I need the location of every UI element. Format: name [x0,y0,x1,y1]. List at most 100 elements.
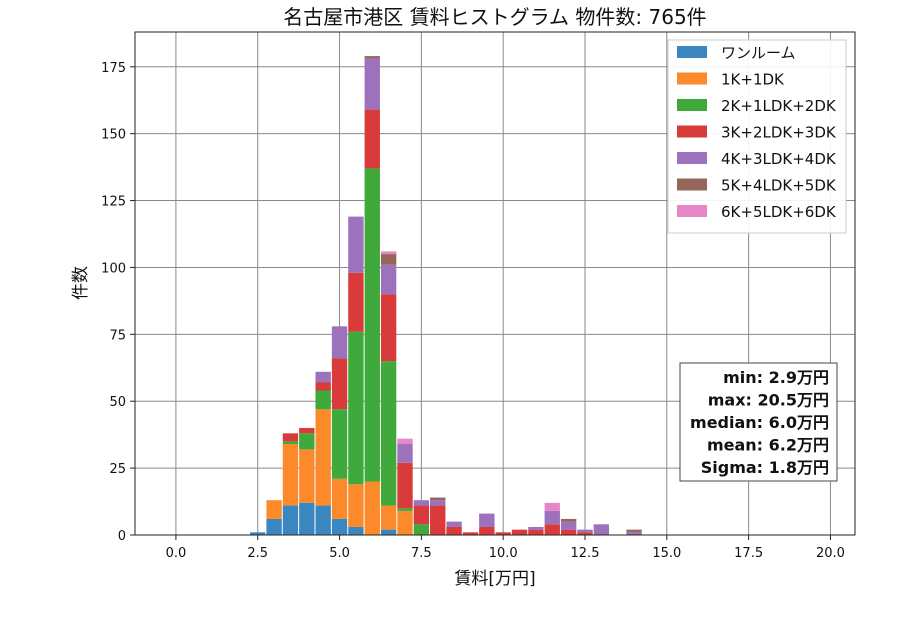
bar-segment [364,58,380,110]
bar-segment [544,510,560,525]
y-tick-label: 100 [101,261,126,276]
bar-segment [364,109,380,169]
bar-segment [331,478,348,519]
x-axis-ticks: 0.0 2.5 5.0 7.5 10.0 12.5 15.0 17.5 20.0 [166,535,845,561]
bar-segment [364,56,380,59]
bar-segment [266,518,282,535]
bar-segment [315,505,331,535]
bar-segment [397,462,413,509]
bar-segment [250,532,266,535]
bar-segment [299,427,315,434]
bar-segment [528,526,544,530]
legend-label: 6K+5LDK+6DK [721,203,837,221]
bar-segment [348,272,364,332]
bar-segment [413,524,430,535]
stats-line: Sigma: 1.8万円 [701,458,829,477]
bar-segment [331,518,348,535]
bar-segment [380,294,397,362]
x-tick-label: 12.5 [571,546,600,561]
chart-title: 名古屋市港区 賃料ヒストグラム 物件数: 765件 [283,5,706,29]
bar-segment [282,441,299,445]
bar-segment [430,497,446,501]
x-tick-label: 0.0 [166,546,187,561]
bar-segment [577,529,593,533]
bar-segment [380,361,397,506]
bar-segment [511,529,528,535]
legend-label: ワンルーム [721,44,796,62]
x-tick-label: 5.0 [329,546,350,561]
legend-swatch [677,178,707,191]
bar-segment [315,409,331,506]
bar-segment [299,449,315,503]
plot-frame [134,31,856,536]
stats-line: min: 2.9万円 [723,368,829,387]
y-tick-label: 75 [109,328,126,343]
bar-segment [331,326,348,359]
bar-segment [380,505,397,530]
bar-segment [331,358,348,410]
bar-segment [479,526,495,535]
bar-segment [331,409,348,479]
bar-segment [282,444,299,506]
bar-segment [626,529,642,533]
legend-label: 2K+1LDK+2DK [721,97,837,115]
bar-segment [560,518,577,522]
y-tick-label: 0 [118,529,126,544]
bar-segment [299,502,315,535]
bar-segment [560,529,577,535]
bar-segment [413,500,430,506]
bar-segment [397,508,413,511]
y-tick-label: 150 [101,128,126,143]
bar-segment [364,168,380,482]
x-tick-label: 10.0 [489,546,518,561]
bar-segment [593,524,610,535]
bar-segment [282,505,299,535]
legend-swatch [677,125,707,138]
bar-segment [364,481,380,535]
y-axis-ticks: 0 25 50 75 100 125 150 175 [101,61,135,544]
bar-segment [397,444,413,463]
bar-segment [299,433,315,450]
bar-segment [348,331,364,485]
bar-segment [430,500,446,506]
legend-swatch [677,99,707,111]
x-tick-label: 20.0 [816,546,845,561]
bar-segment [380,251,397,255]
y-tick-label: 25 [109,462,126,477]
x-axis-title: 賃料[万円] [454,569,535,589]
bar-segment [446,526,462,535]
stats-line: max: 20.5万円 [708,391,829,410]
stats-line: mean: 6.2万円 [707,436,829,455]
bar-segment [266,500,282,519]
bar-segment [397,510,413,535]
bar-segment [348,216,364,273]
stats-box: min: 2.9万円 max: 20.5万円 median: 6.0万円 mean: … [679,362,838,482]
y-tick-label: 50 [109,395,126,410]
bar-segment [544,524,560,535]
stats-line: median: 6.0万円 [690,413,829,432]
bar-segment [380,264,397,295]
bar-segment [577,532,593,535]
bar-segment [430,505,446,535]
bar-segment [348,484,364,527]
bar-segment [380,254,397,265]
bar-segment [462,532,479,535]
bar-segment [413,505,430,525]
legend: ワンルーム 1K+1DK 2K+1LDK+2DK 3K+2LDK+3DK 4K+3LDK… [667,39,847,234]
y-tick-label: 175 [101,61,126,76]
grid-lines [135,32,855,536]
bar-segment [397,438,413,445]
legend-swatch [677,205,707,217]
bar-segment [544,502,560,511]
x-tick-label: 7.5 [411,546,432,561]
legend-label: 5K+4LDK+5DK [721,177,837,195]
bar-segment [282,433,299,442]
bar-segment [528,529,544,535]
stats-frame [679,362,838,482]
bar-segment [380,529,397,535]
legend-label: 1K+1DK [721,71,785,89]
bar-segment [626,532,642,535]
bar-segment [446,521,462,527]
